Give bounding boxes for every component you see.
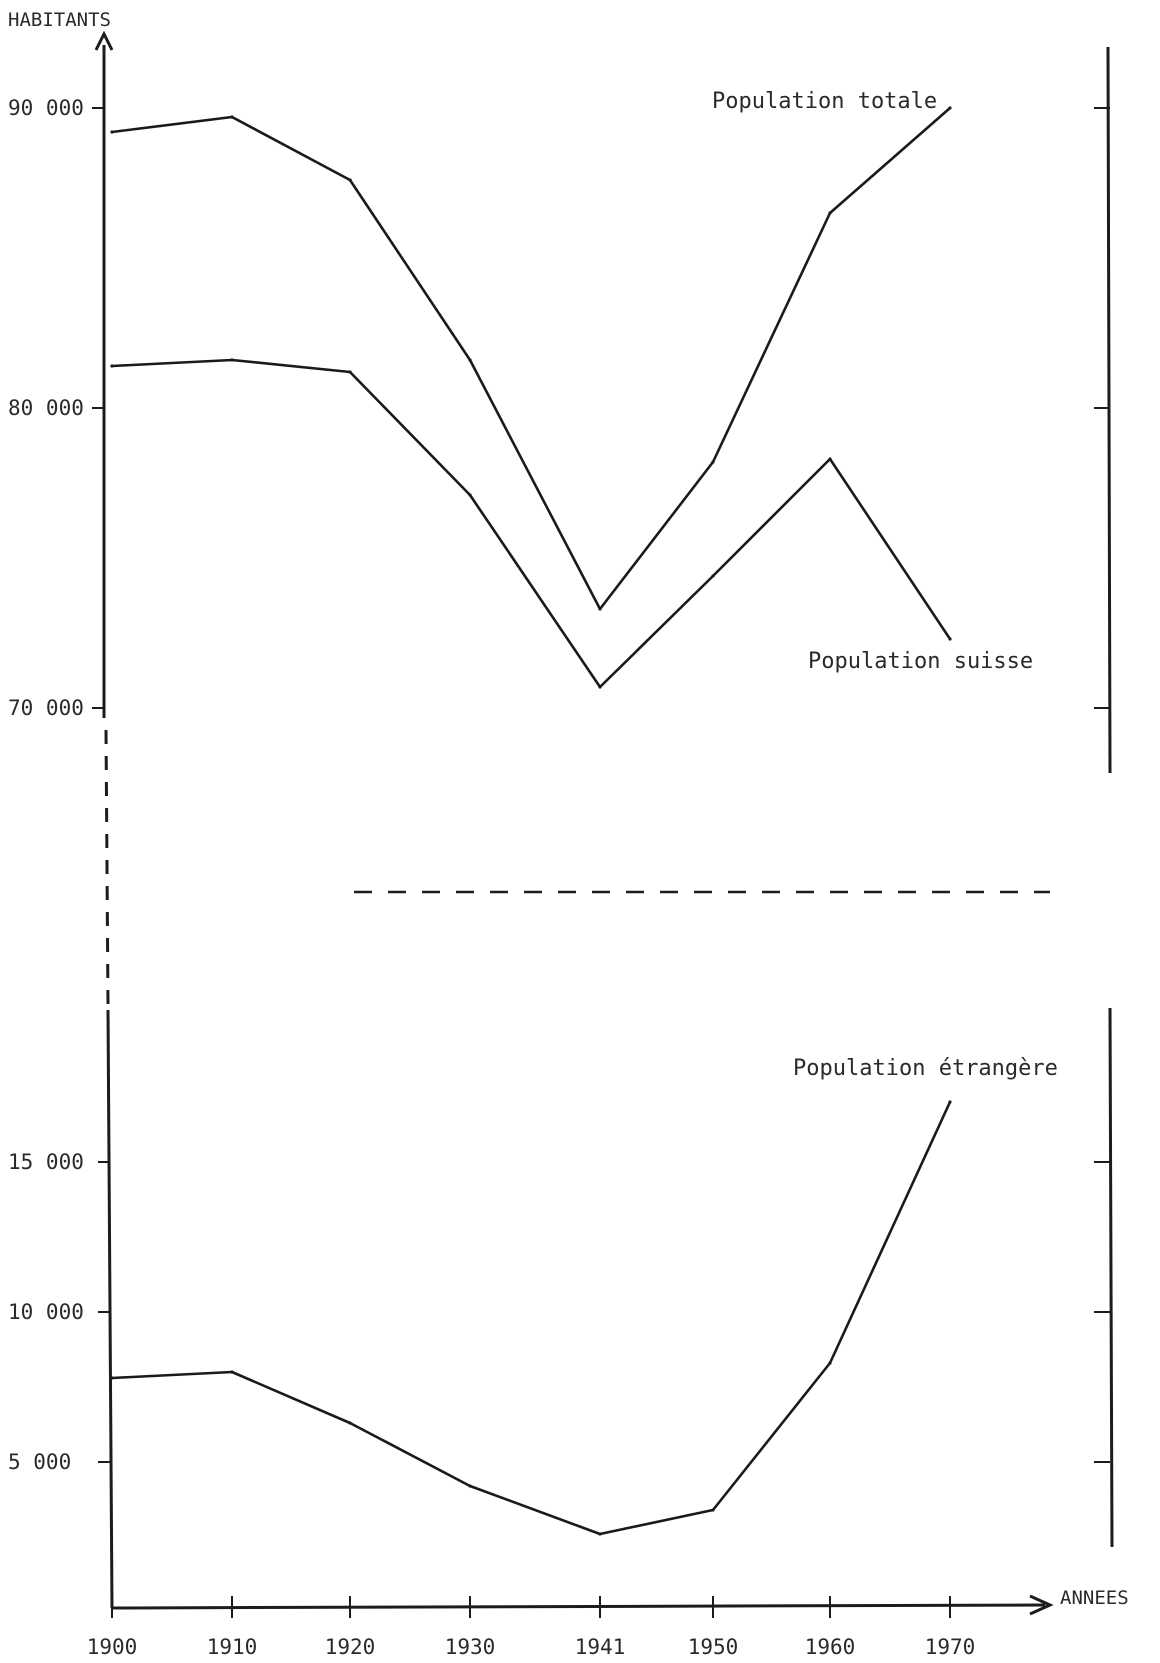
data-point [711, 1508, 715, 1512]
series-label-foreign: Population étrangère [793, 1056, 1058, 1081]
data-point [348, 1421, 352, 1425]
data-point [598, 607, 602, 611]
data-point [711, 574, 715, 578]
data-point [348, 370, 352, 374]
x-tick-label: 1970 [925, 1635, 976, 1659]
axes-group [94, 30, 1114, 1616]
data-point [711, 460, 715, 464]
x-axis-title: ANNEES [1060, 1587, 1129, 1609]
x-tick-label: 1910 [207, 1635, 258, 1659]
y-axis-arrowhead [94, 30, 114, 51]
series-label-total: Population totale [712, 89, 937, 114]
y-tick-label: 90 000 [8, 96, 84, 120]
data-point [230, 358, 234, 362]
data-point [230, 1370, 234, 1374]
data-point [948, 106, 952, 110]
y-ticks-group: 70 000 80 000 90 000 5 000 10 000 15 000 [8, 96, 1110, 1474]
y-tick-label: 5 000 [8, 1450, 71, 1474]
data-point [828, 1361, 832, 1365]
y-axis-break [104, 729, 110, 1006]
data-point [598, 1532, 602, 1536]
x-tick-label: 1900 [87, 1635, 138, 1659]
data-point [948, 1100, 952, 1104]
y-tick-label: 10 000 [8, 1300, 84, 1324]
y-tick-label: 70 000 [8, 696, 84, 720]
data-point [348, 178, 352, 182]
x-tick-label: 1960 [805, 1635, 856, 1659]
x-tick-label: 1950 [688, 1635, 739, 1659]
x-tick-label: 1941 [575, 1635, 626, 1659]
y-axis-title: HABITANTS [8, 9, 111, 31]
right-axis-upper [1106, 46, 1112, 774]
data-point [598, 685, 602, 689]
series-line-total [110, 106, 952, 611]
data-point [110, 130, 114, 134]
data-point [230, 115, 234, 119]
data-point [828, 457, 832, 461]
series-label-swiss: Population suisse [808, 649, 1033, 674]
labels-group: HABITANTS ANNEES Population totale Popul… [8, 9, 1129, 1609]
x-axis-arrowhead [1029, 1594, 1054, 1616]
x-axis [111, 1603, 1046, 1610]
y-axis-lower [106, 1009, 114, 1609]
data-point [110, 1376, 114, 1380]
data-point [948, 637, 952, 641]
data-point [468, 493, 472, 497]
data-point [468, 1484, 472, 1488]
series-group [110, 106, 952, 1536]
y-tick-label: 15 000 [8, 1150, 84, 1174]
y-tick-label: 80 000 [8, 396, 84, 420]
series-line-swiss [110, 358, 952, 689]
data-point [110, 364, 114, 368]
data-point [828, 211, 832, 215]
x-tick-label: 1920 [325, 1635, 376, 1659]
series-line-foreign [110, 1100, 952, 1536]
data-point [468, 358, 472, 362]
x-ticks-group: 1900 1910 1920 1930 1941 1950 1960 1970 [87, 1596, 976, 1659]
x-tick-label: 1930 [445, 1635, 496, 1659]
right-axis-lower [1108, 1007, 1114, 1548]
